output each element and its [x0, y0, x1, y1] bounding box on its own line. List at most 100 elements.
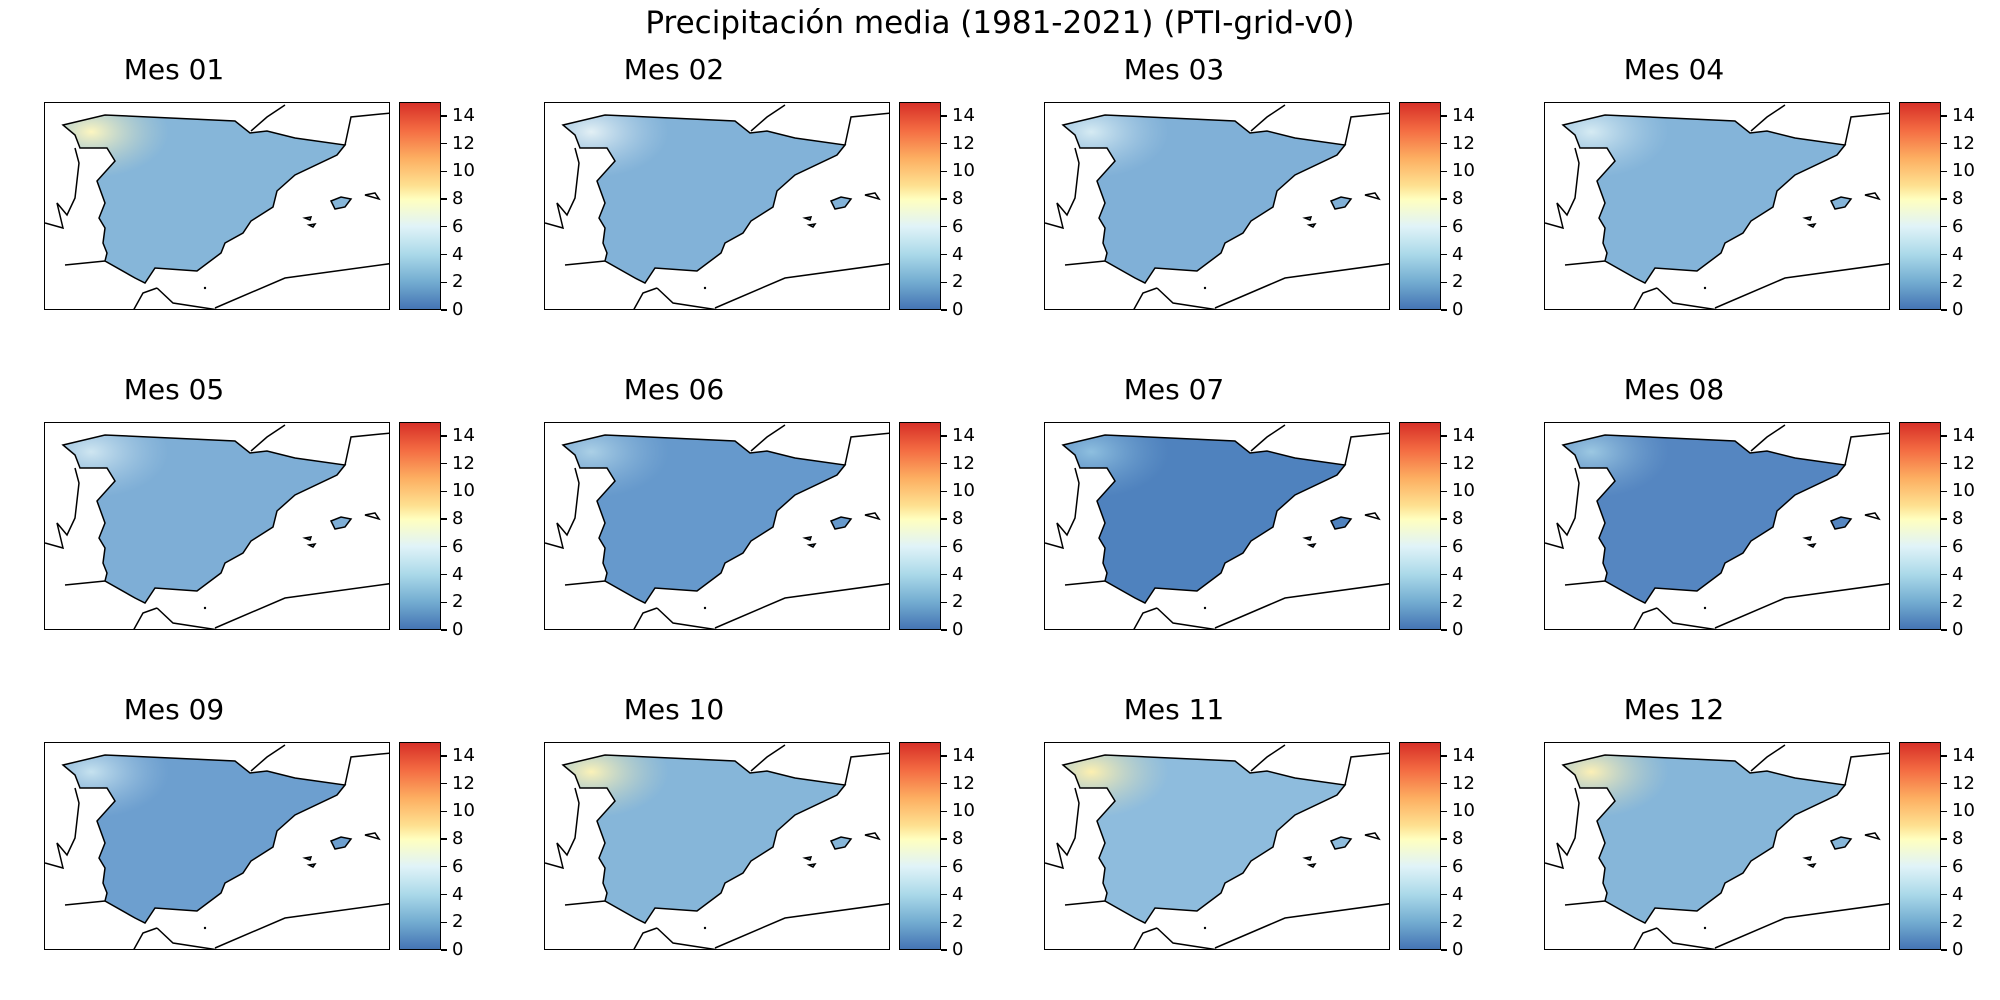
balearic-island — [806, 542, 817, 548]
colorbar-tick-label: 2 — [452, 911, 464, 933]
colorbar-tick — [1941, 142, 1947, 145]
balearic-island — [1806, 222, 1817, 228]
map-panel: Mes 10 0 2 4 6 8 10 12 14 — [500, 692, 975, 982]
border-line — [1714, 583, 1889, 629]
border-line — [1545, 147, 1580, 230]
balearic-island — [302, 856, 313, 861]
colorbar-tick-label: 6 — [1952, 855, 1964, 877]
border-line — [750, 424, 786, 452]
colorbar-tick — [941, 253, 947, 256]
spain-coastline — [561, 434, 847, 604]
border-line — [344, 432, 389, 466]
balearic-island — [306, 862, 317, 868]
panel-title: Mes 02 — [623, 53, 725, 86]
colorbar-tick-label: 0 — [1952, 299, 1964, 320]
panel-title: Mes 10 — [623, 693, 725, 726]
northwest-wet-zone — [563, 115, 845, 283]
border-line — [64, 580, 106, 586]
border-line — [1364, 832, 1381, 841]
balearic-island — [329, 516, 353, 530]
colorbar-tick-label: 8 — [1952, 188, 1964, 210]
colorbar-tick — [441, 866, 447, 868]
precipitation-map — [1045, 104, 1389, 309]
border-line — [214, 263, 389, 309]
colorbar — [399, 422, 441, 630]
colorbar-tick — [941, 838, 947, 840]
colorbar-tick — [1441, 755, 1447, 757]
colorbar-tick — [941, 601, 947, 603]
colorbar-tick — [1441, 629, 1447, 631]
precipitation-map — [545, 424, 889, 629]
colorbar-tick — [441, 281, 447, 283]
northwest-wet-zone — [1563, 435, 1845, 603]
map-panel: Mes 02 0 2 4 6 8 10 12 14 — [500, 52, 975, 342]
colorbar-tick-label: 2 — [1452, 271, 1464, 293]
balearic-island — [1306, 862, 1317, 868]
colorbar-tick-label: 2 — [452, 271, 464, 293]
colorbar-tick-label: 0 — [452, 299, 464, 320]
map-frame — [1044, 422, 1390, 630]
precipitation-map — [1045, 744, 1389, 949]
colorbar-tick — [941, 893, 947, 896]
border-line — [1156, 607, 1217, 629]
border-line — [1133, 607, 1158, 629]
colorbar-tick — [441, 810, 447, 813]
colorbar-tick-label: 0 — [1452, 299, 1464, 320]
balearic-island — [1329, 196, 1353, 210]
spain-coastline — [1561, 754, 1847, 924]
border-line — [864, 192, 881, 201]
colorbar-tick — [441, 309, 447, 311]
colorbar-tick — [1941, 573, 1947, 576]
colorbar-tick — [441, 838, 447, 840]
colorbar-tick-label: 0 — [452, 939, 464, 960]
colorbar-tick-label: 12 — [452, 452, 475, 474]
colorbar-tick-label: 2 — [1952, 911, 1964, 933]
border-line — [1633, 287, 1658, 309]
border-line — [1250, 744, 1286, 772]
map-panel: Mes 05 0 2 4 6 8 10 12 14 — [0, 372, 475, 662]
colorbar-tick-label: 10 — [452, 800, 475, 822]
colorbar-tick-label: 14 — [1952, 744, 1975, 766]
map-frame — [544, 102, 890, 310]
spain-coastline — [1561, 114, 1847, 284]
panel-title: Mes 05 — [123, 373, 225, 406]
border-line — [1750, 424, 1786, 452]
border-line — [545, 147, 580, 230]
colorbar-tick-label: 10 — [452, 160, 475, 182]
colorbar-tick-label: 8 — [1452, 828, 1464, 850]
colorbar-tick — [1941, 866, 1947, 868]
colorbar-tick — [941, 490, 947, 493]
colorbar-tick — [1941, 810, 1947, 813]
balearic-island — [829, 836, 853, 850]
colorbar-tick — [1441, 573, 1447, 576]
colorbar — [899, 742, 941, 950]
border-line — [1064, 900, 1106, 906]
balearic-island — [1302, 536, 1313, 541]
border-line — [750, 744, 786, 772]
colorbar-tick-label: 12 — [1452, 772, 1475, 794]
map-frame — [1544, 422, 1890, 630]
colorbar-tick-label: 8 — [1952, 508, 1964, 530]
border-line — [656, 927, 717, 949]
colorbar-tick — [941, 281, 947, 283]
border-line — [1714, 263, 1889, 309]
map-dot — [703, 286, 707, 290]
border-line — [1156, 287, 1217, 309]
panel-title: Mes 07 — [1123, 373, 1225, 406]
colorbar-tick — [1941, 309, 1947, 311]
colorbar-tick-label: 14 — [452, 104, 475, 126]
colorbar — [399, 742, 441, 950]
border-line — [1633, 927, 1658, 949]
border-line — [1564, 580, 1606, 586]
map-panel: Mes 01 0 2 4 6 8 10 12 14 — [0, 52, 475, 342]
map-dot — [703, 926, 707, 930]
colorbar-tick-label: 10 — [952, 800, 975, 822]
colorbar-tick-label: 4 — [952, 563, 964, 585]
colorbar-tick — [1941, 462, 1947, 465]
colorbar-tick-label: 6 — [1952, 535, 1964, 557]
border-line — [1564, 260, 1606, 266]
border-line — [1656, 607, 1717, 629]
spain-coastline — [1561, 434, 1847, 604]
colorbar-tick-label: 0 — [452, 619, 464, 640]
colorbar-tick — [441, 462, 447, 465]
